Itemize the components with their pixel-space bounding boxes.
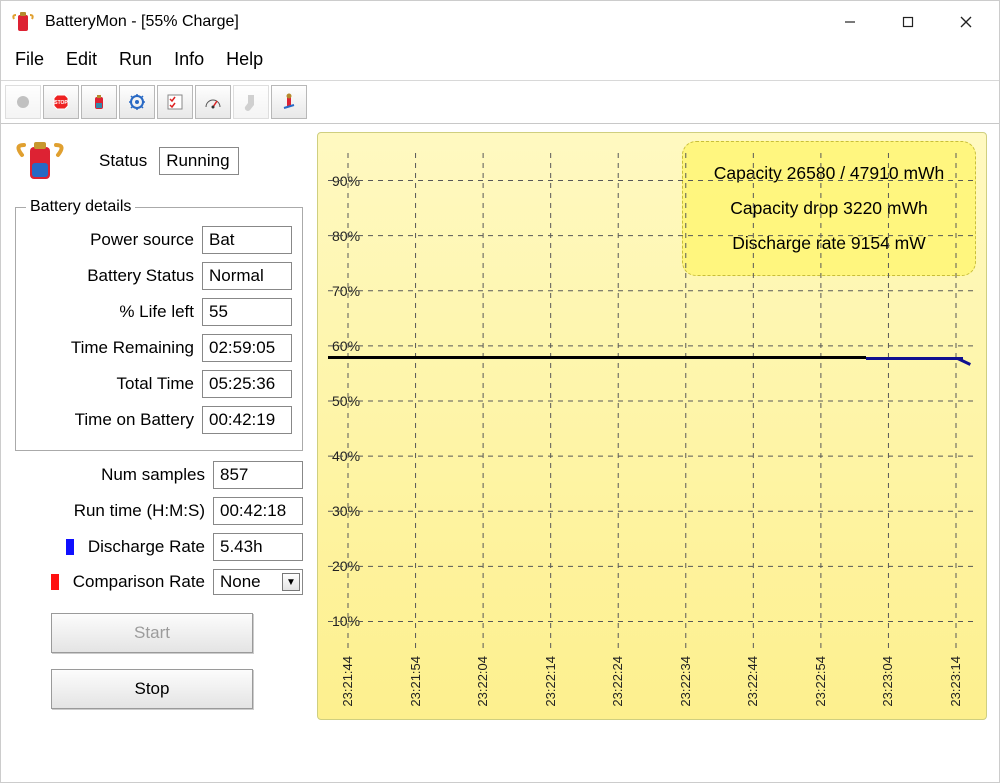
status-row: Status Running [15,138,303,184]
toolbar: STOP [1,81,999,124]
battery-chart: Capacity 26580 / 47910 mWh Capacity drop… [317,132,987,720]
num-samples-value: 857 [213,461,303,489]
window-controls [821,2,995,42]
record-icon[interactable] [5,85,41,119]
start-button[interactable]: Start [51,613,253,653]
run-time-label: Run time (H:M:S) [74,501,205,521]
menu-help[interactable]: Help [226,49,263,70]
left-panel: Status Running Battery details Power sou… [1,124,313,775]
status-label: Status [99,151,147,171]
menu-info[interactable]: Info [174,49,204,70]
titlebar: BatteryMon - [55% Charge] [1,1,999,43]
comparison-rate-value: None [220,572,261,592]
app-icon [11,10,35,34]
run-time-value: 00:42:18 [213,497,303,525]
menu-run[interactable]: Run [119,49,152,70]
comparison-marker-icon [51,574,59,590]
battery-status-value: Normal [202,262,292,290]
maximize-button[interactable] [879,2,937,42]
menubar: File Edit Run Info Help [1,43,999,81]
tool-icon[interactable] [271,85,307,119]
chart-panel: Capacity 26580 / 47910 mWh Capacity drop… [313,124,999,775]
stop-icon[interactable]: STOP [43,85,79,119]
gauge-icon[interactable] [195,85,231,119]
close-button[interactable] [937,2,995,42]
total-time-label: Total Time [117,374,194,394]
chevron-down-icon: ▼ [282,573,300,591]
menu-edit[interactable]: Edit [66,49,97,70]
minimize-button[interactable] [821,2,879,42]
svg-text:STOP: STOP [54,100,68,106]
battery-large-icon [15,138,65,184]
time-remaining-value: 02:59:05 [202,334,292,362]
power-source-value: Bat [202,226,292,254]
num-samples-label: Num samples [101,465,205,485]
chart-series-line [328,356,866,359]
chart-series-tail [866,357,963,360]
comparison-rate-select[interactable]: None ▼ [213,569,303,595]
extra-stats: Num samples857 Run time (H:M:S)00:42:18 … [15,461,303,595]
battery-icon[interactable] [81,85,117,119]
discharge-rate-value: 5.43h [213,533,303,561]
sock-icon[interactable] [233,85,269,119]
button-row: Start Stop [15,613,303,709]
battery-details-group: Battery details Power source Bat Battery … [15,198,303,451]
life-left-label: % Life left [119,302,194,322]
status-value: Running [159,147,239,175]
content-area: Status Running Battery details Power sou… [1,124,999,775]
checklist-icon[interactable] [157,85,193,119]
discharge-marker-icon [66,539,74,555]
time-remaining-label: Time Remaining [71,338,194,358]
battery-details-legend: Battery details [26,198,135,216]
time-on-battery-label: Time on Battery [75,410,194,430]
life-left-value: 55 [202,298,292,326]
comparison-rate-label: Comparison Rate [73,572,205,592]
power-source-label: Power source [90,230,194,250]
settings-icon[interactable] [119,85,155,119]
discharge-rate-label: Discharge Rate [88,537,205,557]
total-time-value: 05:25:36 [202,370,292,398]
window-title: BatteryMon - [55% Charge] [45,13,821,31]
stop-button[interactable]: Stop [51,669,253,709]
battery-status-label: Battery Status [87,266,194,286]
time-on-battery-value: 00:42:19 [202,406,292,434]
menu-file[interactable]: File [15,49,44,70]
